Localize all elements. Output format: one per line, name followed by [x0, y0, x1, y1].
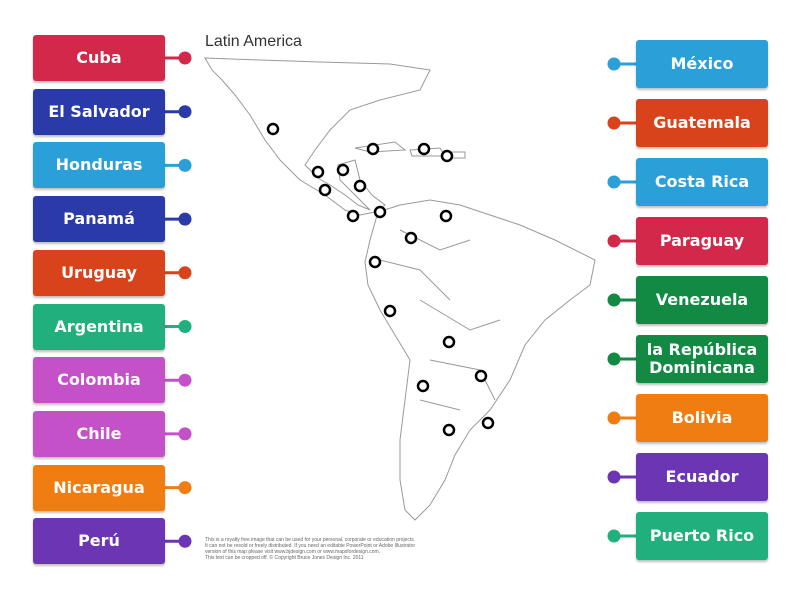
connector-dot: [607, 352, 621, 366]
answer-label[interactable]: Panamá: [33, 196, 165, 243]
connectors: [165, 51, 636, 548]
answer-label[interactable]: Bolivia: [636, 394, 768, 442]
drop-target[interactable]: [474, 369, 488, 383]
connector-dot: [178, 158, 192, 172]
answer-label[interactable]: Honduras: [33, 142, 165, 189]
connector-dot: [607, 116, 621, 130]
answer-label[interactable]: Perú: [33, 518, 165, 565]
connector-dot: [178, 105, 192, 119]
answer-label[interactable]: la República Dominicana: [636, 335, 768, 383]
drop-target[interactable]: [404, 231, 418, 245]
drop-target[interactable]: [353, 179, 367, 193]
connector-dot: [607, 175, 621, 189]
connector-dot: [178, 266, 192, 280]
answer-label[interactable]: Costa Rica: [636, 158, 768, 206]
map-credit: This is a royalty free image that can be…: [205, 537, 415, 561]
drop-target[interactable]: [442, 335, 456, 349]
map-borders: [379, 229, 501, 411]
drop-target[interactable]: [416, 379, 430, 393]
answer-label[interactable]: Chile: [33, 410, 165, 457]
connector-dot: [178, 427, 192, 441]
credit-line: This text can be cropped off. © Copyrigh…: [205, 555, 364, 561]
answer-label[interactable]: Argentina: [33, 303, 165, 350]
drop-target[interactable]: [442, 423, 456, 437]
answer-label[interactable]: El Salvador: [33, 88, 165, 135]
connector-dot: [178, 534, 192, 548]
connector-dot: [178, 212, 192, 226]
connector-dot: [178, 373, 192, 387]
answer-label[interactable]: Colombia: [33, 357, 165, 404]
drop-target[interactable]: [366, 142, 380, 156]
connector-dot: [607, 529, 621, 543]
drop-target[interactable]: [346, 209, 360, 223]
credit-line: version of this map please visit www.bjd…: [205, 549, 381, 555]
answer-label[interactable]: Venezuela: [636, 276, 768, 324]
answer-label[interactable]: Ecuador: [636, 453, 768, 501]
answer-label[interactable]: México: [636, 40, 768, 88]
map-shapes: [204, 57, 596, 521]
connector-dot: [607, 57, 621, 71]
connector-dot: [178, 320, 192, 333]
drop-target[interactable]: [318, 183, 332, 197]
connector-dot: [607, 470, 621, 484]
drop-target[interactable]: [373, 205, 387, 219]
map-outline-south: [364, 199, 596, 521]
drop-target[interactable]: [439, 209, 453, 223]
answer-label[interactable]: Cuba: [33, 35, 165, 81]
drop-target[interactable]: [311, 165, 325, 179]
answer-label[interactable]: Uruguay: [33, 249, 165, 296]
connector-dot: [607, 293, 621, 307]
drop-target[interactable]: [417, 142, 431, 156]
credit-line: It can not be resold or freely distribut…: [205, 543, 416, 549]
connector-dot: [178, 51, 192, 65]
answer-label[interactable]: Paraguay: [636, 217, 768, 265]
answer-label[interactable]: Nicaragua: [33, 464, 165, 511]
credit-line: This is a royalty free image that can be…: [205, 537, 416, 543]
drop-target[interactable]: [440, 149, 454, 163]
drop-target[interactable]: [368, 255, 382, 269]
connector-dot: [607, 411, 621, 425]
map-title: Latin America: [205, 33, 302, 50]
connector-dot: [607, 234, 621, 248]
connector-dot: [178, 481, 192, 495]
drop-target[interactable]: [383, 304, 397, 318]
answer-label[interactable]: Puerto Rico: [636, 512, 768, 560]
answer-label[interactable]: Guatemala: [636, 99, 768, 147]
drop-target[interactable]: [266, 122, 280, 136]
map-outline-north: [204, 57, 431, 216]
drop-targets: [266, 122, 495, 437]
drop-target[interactable]: [336, 163, 350, 177]
drop-target[interactable]: [481, 416, 495, 430]
